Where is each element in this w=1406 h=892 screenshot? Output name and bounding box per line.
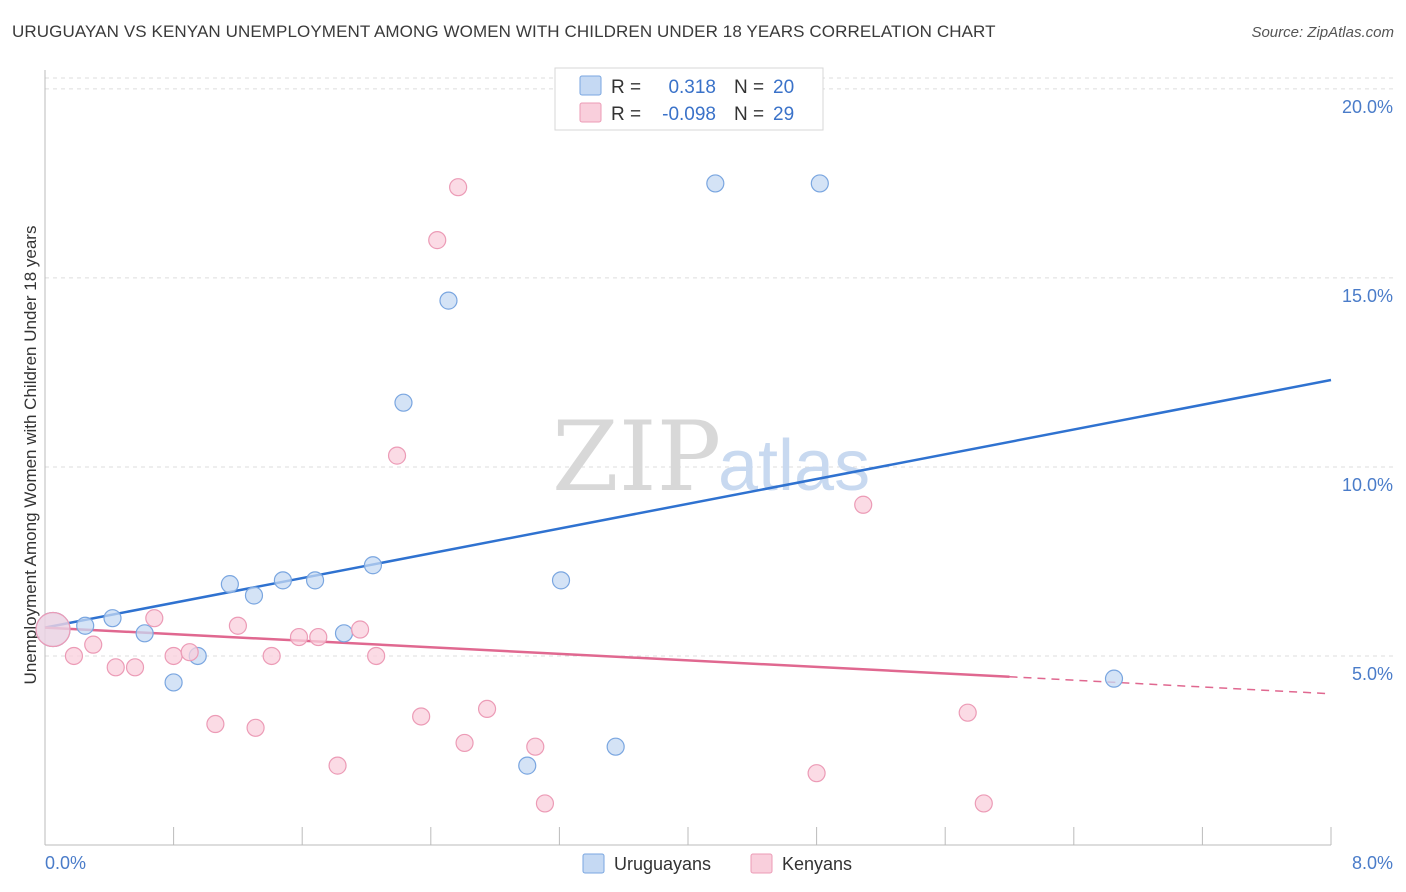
legend-r-label-2: R =	[611, 104, 641, 125]
series-legend: Uruguayans Kenyans	[582, 853, 852, 874]
bottom-legend-kenyans: Kenyans	[782, 854, 852, 874]
point-uruguayans[interactable]	[273, 571, 293, 590]
correlation-legend: R = 0.318 N = 20 R = -0.098 N = 29	[554, 67, 824, 131]
point-kenyans[interactable]	[974, 794, 993, 813]
source-label: Source: ZipAtlas.com	[1251, 24, 1394, 41]
point-uruguayans[interactable]	[164, 673, 183, 692]
point-kenyans[interactable]	[106, 658, 125, 677]
point-kenyans[interactable]	[309, 627, 328, 647]
point-kenyans[interactable]	[807, 764, 826, 783]
point-kenyans[interactable]	[449, 178, 468, 197]
bottom-legend-swatch-kenyans	[750, 853, 773, 874]
trendlines	[44, 378, 1332, 695]
point-kenyans[interactable]	[206, 714, 225, 734]
x-axis-ticks	[44, 827, 1332, 845]
point-uruguayans[interactable]	[1104, 669, 1124, 688]
legend-r-label-1: R =	[611, 77, 641, 98]
point-kenyans[interactable]	[428, 231, 447, 250]
point-kenyans[interactable]	[180, 643, 199, 662]
point-kenyans[interactable]	[164, 646, 183, 666]
y-tick-label: 15.0%	[1342, 286, 1393, 306]
point-uruguayans[interactable]	[394, 393, 413, 412]
point-uruguayans[interactable]	[103, 609, 122, 628]
point-kenyans[interactable]	[535, 794, 555, 813]
point-uruguayans[interactable]	[810, 174, 829, 193]
y-tick-label: 5.0%	[1352, 664, 1393, 684]
gridlines	[45, 77, 1393, 657]
x-tick-label-max: 8.0%	[1352, 853, 1393, 873]
point-kenyans[interactable]	[64, 646, 84, 666]
point-uruguayans[interactable]	[606, 737, 625, 756]
legend-r-value-1: 0.318	[668, 77, 716, 98]
legend-r-value-2: -0.098	[662, 104, 716, 125]
data-points	[35, 174, 1124, 813]
legend-n-value-2: 29	[773, 104, 794, 125]
point-kenyans[interactable]	[387, 446, 407, 465]
x-tick-label-min: 0.0%	[45, 853, 86, 873]
point-uruguayans[interactable]	[76, 616, 95, 635]
legend-n-label-1: N =	[734, 77, 764, 98]
chart-title: URUGUAYAN VS KENYAN UNEMPLOYMENT AMONG W…	[12, 22, 996, 41]
point-kenyans[interactable]	[367, 646, 386, 666]
trendline-kenyans	[44, 626, 1010, 679]
trendline-uruguayans	[44, 378, 1332, 629]
point-kenyans[interactable]	[289, 627, 309, 647]
point-kenyans[interactable]	[958, 703, 977, 722]
point-kenyans[interactable]	[125, 658, 145, 677]
y-tick-labels: 5.0% 10.0% 15.0% 20.0%	[1342, 97, 1393, 684]
point-uruguayans[interactable]	[220, 575, 239, 594]
point-kenyans[interactable]	[246, 718, 265, 737]
y-tick-label: 20.0%	[1342, 97, 1393, 117]
point-kenyans[interactable]	[328, 756, 347, 775]
point-kenyans[interactable]	[262, 646, 281, 666]
point-uruguayans[interactable]	[244, 586, 264, 605]
point-kenyans[interactable]	[228, 616, 247, 635]
legend-swatch-kenyans	[579, 102, 602, 123]
legend-n-label-2: N =	[734, 104, 764, 125]
legend-n-value-1: 20	[773, 77, 794, 98]
watermark-zip: ZIP	[552, 401, 721, 513]
point-uruguayans[interactable]	[551, 571, 571, 590]
point-uruguayans[interactable]	[305, 571, 325, 590]
point-uruguayans[interactable]	[334, 624, 354, 643]
trendline-kenyans-extrapolated	[1009, 676, 1332, 695]
point-kenyans[interactable]	[350, 620, 370, 639]
point-uruguayans[interactable]	[135, 624, 154, 643]
legend-swatch-uruguayans	[579, 75, 602, 96]
point-kenyans[interactable]	[145, 609, 164, 628]
point-kenyans[interactable]	[455, 733, 474, 753]
point-kenyans[interactable]	[412, 707, 431, 726]
point-uruguayans[interactable]	[518, 756, 537, 775]
y-axis-title: Unemployment Among Women with Children U…	[21, 226, 40, 685]
bottom-legend-swatch-uruguayans	[582, 853, 605, 874]
point-kenyans[interactable]	[35, 611, 71, 648]
bottom-legend-uruguayans: Uruguayans	[614, 854, 711, 874]
y-tick-label: 10.0%	[1342, 475, 1393, 495]
point-uruguayans[interactable]	[363, 556, 383, 575]
point-kenyans[interactable]	[854, 495, 873, 514]
point-kenyans[interactable]	[84, 635, 103, 654]
point-kenyans[interactable]	[477, 699, 497, 719]
point-uruguayans[interactable]	[439, 291, 458, 310]
point-kenyans[interactable]	[526, 737, 545, 756]
point-uruguayans[interactable]	[706, 174, 725, 193]
